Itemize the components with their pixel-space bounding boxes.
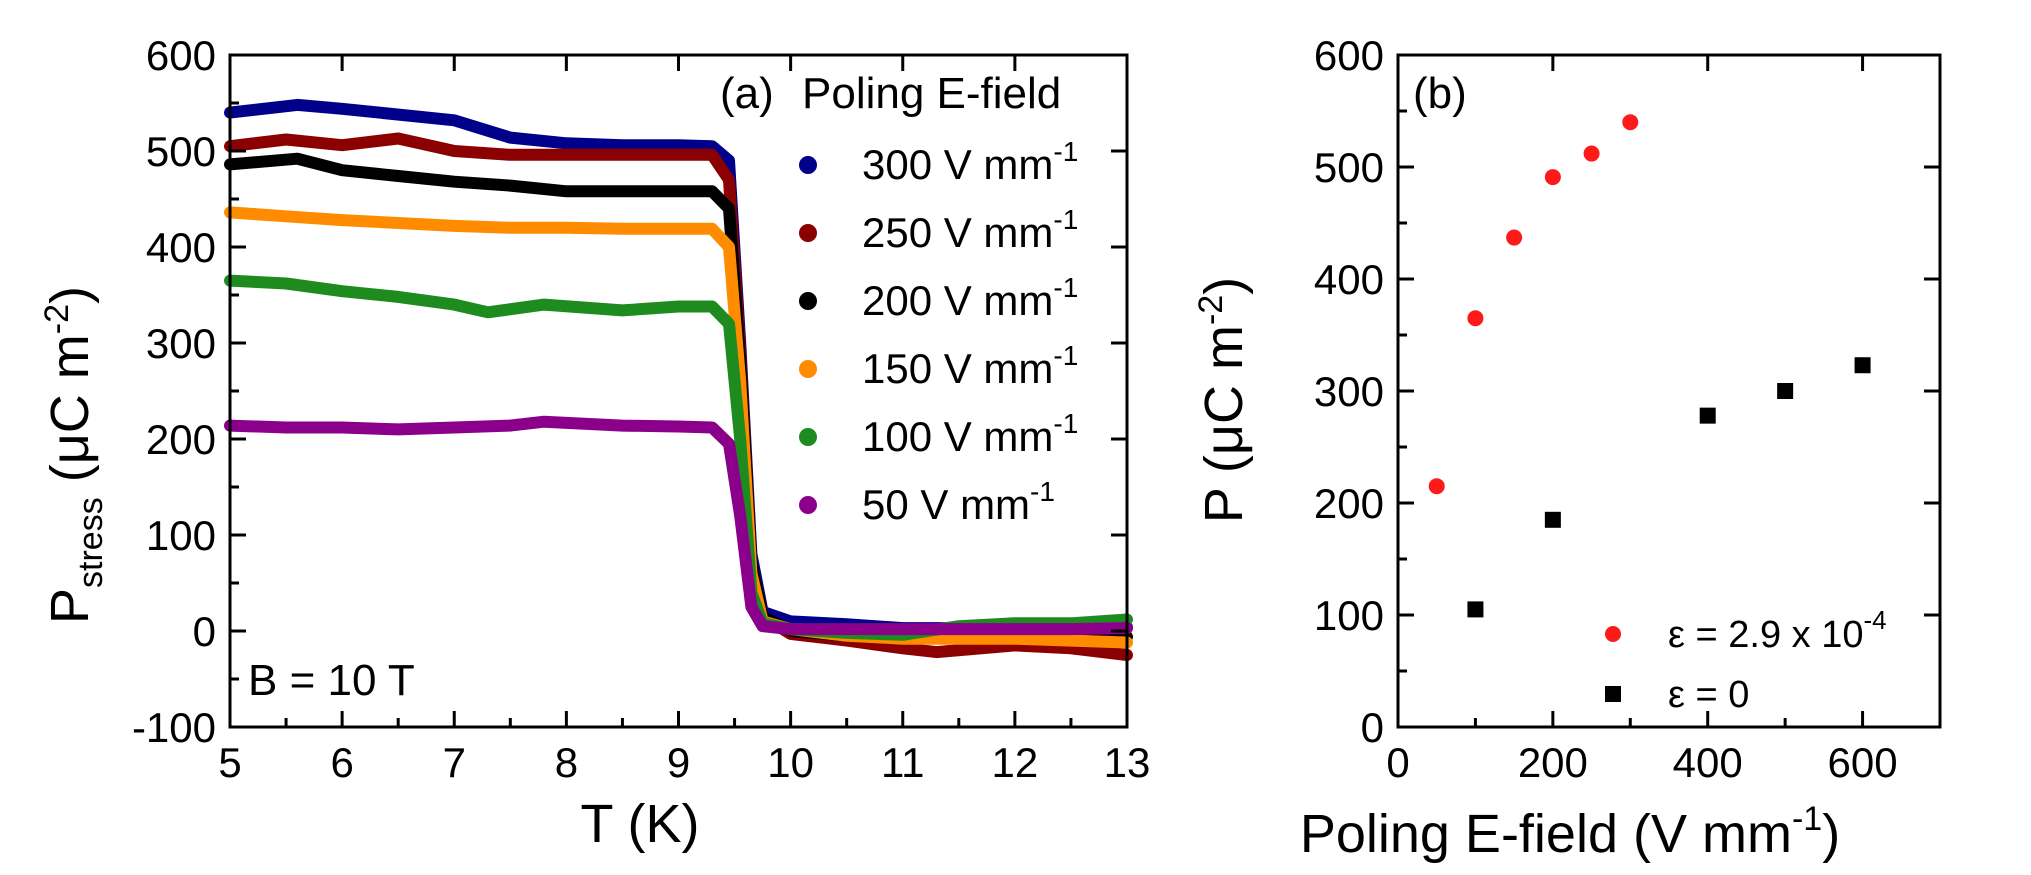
panel-b-point-s1-2 [1699, 407, 1716, 424]
panel-b-legend-marker-1 [1605, 686, 1621, 702]
panel-a-legend: 300 V mm-1 250 V mm-1 200 V mm-1 150 V mm-1… [799, 136, 1078, 528]
panel-a-label: (a) [720, 69, 774, 118]
panel-b-x-tick-label-0: 0 [1386, 739, 1409, 786]
panel-b-point-s1-1 [1544, 511, 1561, 528]
panel-a-legend-marker-1 [799, 224, 817, 242]
panel-b-axes: 0 200 400 600 0 100 200 300 400 500 600 [1314, 32, 1942, 786]
panel-a-y-axis-label: Pstress (μC m-2) [38, 286, 110, 624]
panel-a-y-tick-label-0: -100 [132, 704, 216, 751]
panel-a-x-tick-label-7: 12 [992, 739, 1039, 786]
panel-b-label: (b) [1413, 69, 1467, 118]
panel-b-point-s0-4 [1583, 145, 1600, 162]
panel-a-x-tick-label-2: 7 [443, 739, 466, 786]
panel-b-point-s0-5 [1622, 114, 1639, 131]
panel-b-legend-label-1: ε = 0 [1668, 674, 1749, 716]
panel-b-x-tick-label-2: 400 [1673, 739, 1743, 786]
panel-a-y-tick-label-1: 0 [193, 608, 216, 655]
panel-b-point-s1-4 [1854, 357, 1871, 374]
panel-b-legend-marker-0 [1605, 626, 1621, 642]
panel-a-x-tick-label-5: 10 [767, 739, 814, 786]
panel-a-x-tick-label-1: 6 [330, 739, 353, 786]
panel-a-y-tick-label-6: 500 [146, 128, 216, 175]
panel-b-point-s0-3 [1544, 169, 1561, 186]
panel-a-legend-label-0: 300 V mm-1 [862, 136, 1078, 188]
panel-a-legend-label-3: 150 V mm-1 [862, 340, 1078, 392]
panel-a-legend-marker-5 [799, 496, 817, 514]
panel-b-y-axis-label-wrap: P (μC m-2) [1192, 277, 1254, 523]
panel-b-point-s0-2 [1506, 229, 1523, 246]
panel-a-legend-marker-3 [799, 360, 817, 378]
panel-b-points-group [1428, 114, 1871, 618]
panel-a-legend-label-5: 50 V mm-1 [862, 476, 1055, 528]
panel-a-legend-marker-2 [799, 292, 817, 310]
panel-a-legend-marker-0 [799, 156, 817, 174]
panel-a-series-line-5 [224, 415, 1133, 636]
panel-b-y-tick-label-4: 400 [1314, 256, 1384, 303]
panel-b-point-s1-3 [1777, 383, 1794, 399]
panel-a-x-tick-label-8: 13 [1104, 739, 1151, 786]
panel-b-y-tick-label-1: 100 [1314, 592, 1384, 639]
panel-b-y-tick-label-5: 500 [1314, 144, 1384, 191]
panel-b-x-tick-label-1: 200 [1518, 739, 1588, 786]
panel-b-legend: ε = 2.9 x 10-4 ε = 0 [1605, 605, 1887, 716]
panel-a-x-tick-label-4: 9 [667, 739, 690, 786]
panel-b-x-tick-label-3: 600 [1828, 739, 1898, 786]
panel-b-chart: 0 200 400 600 0 100 200 300 400 500 600 (b) ε = 2.… [1192, 32, 1942, 864]
panel-a-chart: 5 6 7 8 9 10 11 12 13 -100 0 100 200 300 400 500 600 (a)… [38, 32, 1150, 854]
panel-a-legend-marker-4 [799, 428, 817, 446]
panel-b-legend-label-0: ε = 2.9 x 10-4 [1668, 605, 1887, 656]
panel-a-y-tick-label-7: 600 [146, 32, 216, 79]
panel-b-y-axis-label: P (μC m-2) [1192, 277, 1254, 523]
panel-b-y-tick-label-0: 0 [1361, 704, 1384, 751]
panel-a-y-tick-label-4: 300 [146, 320, 216, 367]
panel-a-axes: 5 6 7 8 9 10 11 12 13 -100 0 100 200 300 400 500 600 [132, 32, 1150, 786]
panel-a-legend-label-4: 100 V mm-1 [862, 408, 1078, 460]
panel-b-x-axis-label: Poling E-field (V mm-1) [1300, 800, 1840, 864]
panel-a-x-tick-label-6: 11 [881, 739, 925, 786]
panel-b-y-tick-label-6: 600 [1314, 32, 1384, 79]
panel-a-legend-label-2: 200 V mm-1 [862, 272, 1078, 324]
panel-a-y-tick-label-2: 100 [146, 512, 216, 559]
panel-a-series-group [224, 98, 1133, 661]
panel-b-y-tick-label-3: 300 [1314, 368, 1384, 415]
panel-a-legend-label-1: 250 V mm-1 [862, 204, 1078, 256]
panel-a-series-line-1 [224, 132, 1133, 661]
panel-a-legend-title: Poling E-field [802, 69, 1061, 118]
panel-b-y-tick-label-2: 200 [1314, 480, 1384, 527]
panel-b-point-s1-0 [1467, 601, 1484, 618]
panel-a-x-tick-label-3: 8 [555, 739, 578, 786]
panel-a-y-tick-label-5: 400 [146, 224, 216, 271]
panel-b-point-s0-1 [1467, 310, 1484, 327]
panel-a-y-tick-label-3: 200 [146, 416, 216, 463]
panel-a-x-axis-label: T (K) [581, 794, 700, 854]
panel-b-point-s0-0 [1428, 478, 1445, 495]
panel-a-y-axis-label-wrap: Pstress (μC m-2) [38, 286, 110, 624]
panel-a-x-tick-label-0: 5 [218, 739, 241, 786]
panel-a-annotation-field: B = 10 T [248, 656, 415, 705]
